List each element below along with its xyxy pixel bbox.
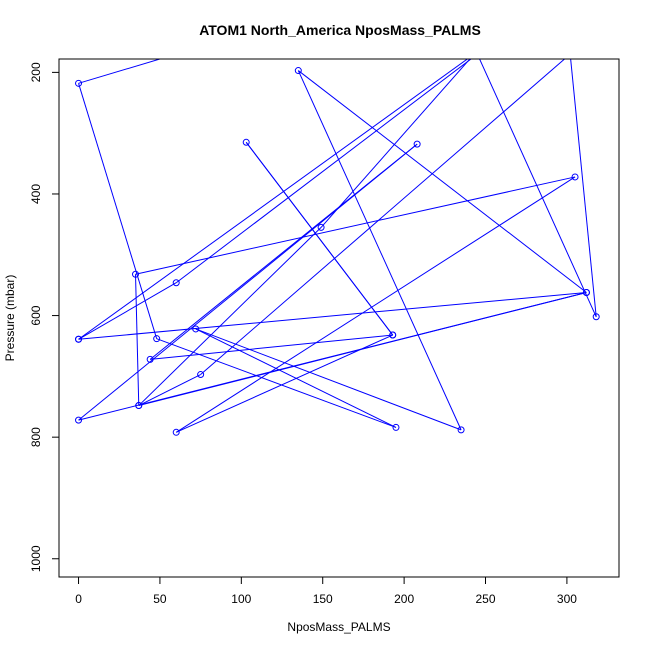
series-segment bbox=[245, 141, 394, 336]
series-segment bbox=[175, 59, 472, 284]
series-segment bbox=[320, 59, 471, 228]
data-point bbox=[592, 313, 600, 321]
y-tick-label: 800 bbox=[29, 427, 43, 447]
data-point bbox=[582, 288, 590, 296]
series-segment bbox=[78, 59, 469, 340]
series-segment bbox=[297, 70, 587, 293]
data-point bbox=[135, 402, 143, 410]
series-segment bbox=[297, 70, 462, 431]
series-segment bbox=[175, 176, 576, 433]
series-segment bbox=[570, 59, 597, 317]
series-segment bbox=[200, 59, 566, 375]
data-point bbox=[153, 335, 161, 343]
data-point bbox=[75, 79, 83, 87]
series-segment bbox=[78, 282, 177, 340]
series-markers bbox=[75, 67, 600, 436]
data-point bbox=[571, 173, 579, 181]
x-tick-label: 100 bbox=[231, 592, 251, 606]
data-point bbox=[192, 325, 200, 333]
data-point bbox=[146, 355, 154, 363]
data-point bbox=[75, 416, 83, 424]
y-tick-label: 200 bbox=[29, 62, 43, 82]
chart-title: ATOM1 North_America NposMass_PALMS bbox=[199, 22, 481, 38]
series-segment bbox=[78, 143, 418, 421]
data-point bbox=[172, 428, 180, 436]
series-segment bbox=[78, 83, 158, 339]
series-segment bbox=[138, 227, 322, 406]
series-segment bbox=[135, 274, 140, 406]
data-point bbox=[242, 138, 250, 146]
y-tick-label: 600 bbox=[29, 305, 43, 325]
data-point bbox=[392, 423, 400, 431]
series-segment bbox=[78, 291, 587, 421]
plot-frame bbox=[58, 58, 620, 578]
series-line bbox=[78, 59, 597, 433]
series-segment bbox=[479, 59, 597, 317]
data-point bbox=[197, 371, 205, 379]
data-point bbox=[172, 279, 180, 287]
x-tick-label: 200 bbox=[394, 592, 414, 606]
series-segment bbox=[195, 328, 462, 431]
x-axis-label: NposMass_PALMS bbox=[287, 620, 390, 634]
x-tick-label: 0 bbox=[75, 592, 82, 606]
y-tick-label: 1000 bbox=[29, 545, 43, 572]
data-point bbox=[389, 331, 397, 339]
x-tick-label: 300 bbox=[557, 592, 577, 606]
data-point bbox=[75, 335, 83, 343]
series-segment bbox=[138, 374, 201, 406]
x-tick-label: 50 bbox=[153, 592, 167, 606]
x-tick-label: 250 bbox=[475, 592, 495, 606]
data-point bbox=[132, 270, 140, 278]
data-point bbox=[457, 426, 465, 434]
data-point bbox=[413, 140, 421, 148]
series-segment bbox=[176, 334, 393, 433]
data-point bbox=[317, 223, 325, 231]
series-segment bbox=[78, 291, 587, 340]
y-axis-label: Pressure (mbar) bbox=[3, 275, 17, 362]
data-point bbox=[294, 67, 302, 75]
series-segment bbox=[156, 338, 397, 428]
x-tick-label: 150 bbox=[313, 592, 333, 606]
y-tick-label: 400 bbox=[29, 184, 43, 204]
